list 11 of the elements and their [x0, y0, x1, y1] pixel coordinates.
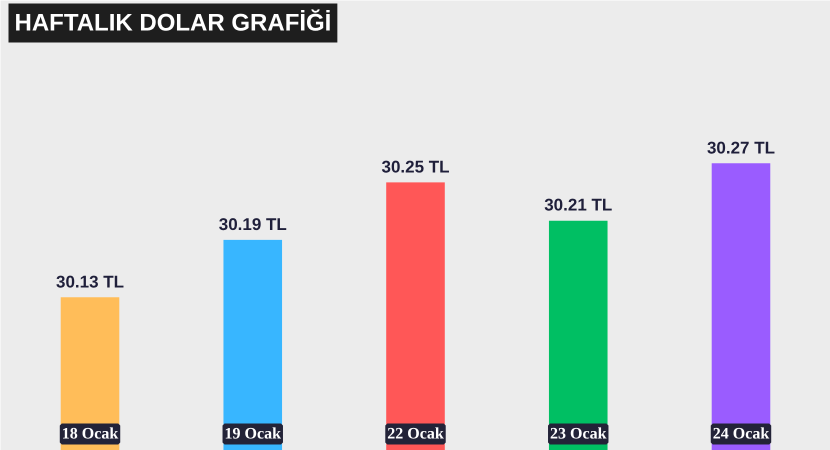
- x-tick-label: 24 Ocak: [712, 426, 770, 442]
- x-tick-label: 19 Ocak: [224, 426, 282, 442]
- chart-title: HAFTALIK DOLAR GRAFİĞİ: [14, 8, 332, 36]
- data-label: 30.21 TL: [544, 196, 612, 215]
- x-tick-label: 22 Ocak: [387, 426, 444, 442]
- x-tick-label: 18 Ocak: [62, 426, 118, 442]
- data-label: 30.27 TL: [706, 138, 776, 158]
- data-label: 30.13 TL: [56, 272, 124, 292]
- x-tick-label: 23 Ocak: [550, 426, 607, 442]
- data-label: 30.19 TL: [218, 214, 287, 234]
- data-label: 30.25 TL: [381, 157, 450, 176]
